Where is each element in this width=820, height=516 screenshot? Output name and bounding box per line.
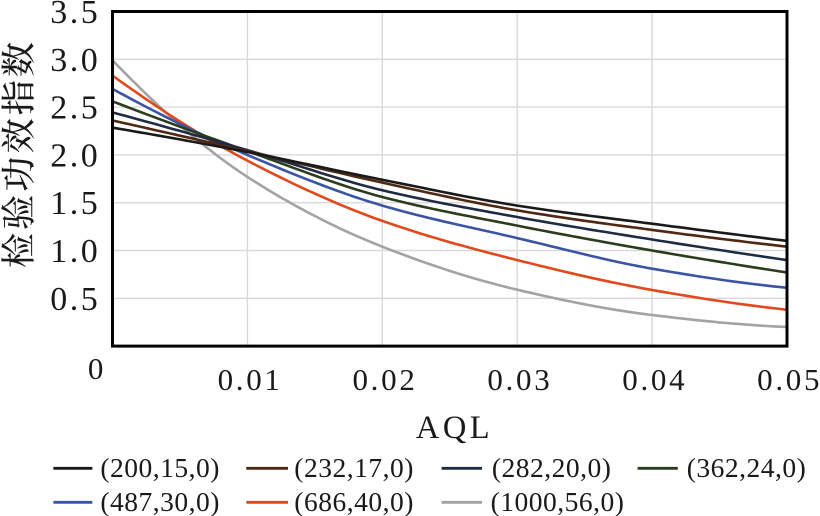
svg-text:1.5: 1.5 [50, 185, 100, 222]
svg-text:0.5: 0.5 [50, 281, 100, 318]
svg-text:(200,15,0): (200,15,0) [100, 452, 220, 483]
svg-text:1.0: 1.0 [50, 233, 100, 270]
svg-text:0.01: 0.01 [218, 362, 283, 397]
svg-text:(232,17,0): (232,17,0) [294, 452, 414, 483]
svg-text:(1000,56,0): (1000,56,0) [491, 486, 625, 516]
svg-text:0: 0 [88, 351, 104, 386]
svg-text:3.5: 3.5 [50, 0, 100, 31]
svg-text:(686,40,0): (686,40,0) [294, 486, 414, 516]
svg-text:2.0: 2.0 [50, 137, 100, 174]
svg-text:0.03: 0.03 [487, 362, 552, 397]
svg-text:2.5: 2.5 [50, 90, 100, 127]
svg-text:0.02: 0.02 [352, 362, 417, 397]
svg-text:(487,30,0): (487,30,0) [100, 486, 220, 516]
svg-text:3.0: 3.0 [50, 42, 100, 79]
svg-text:0.05: 0.05 [757, 362, 820, 397]
svg-text:(362,24,0): (362,24,0) [687, 452, 807, 483]
svg-text:AQL: AQL [416, 410, 493, 446]
svg-text:0.04: 0.04 [622, 362, 687, 397]
svg-text:(282,20,0): (282,20,0) [492, 452, 612, 483]
